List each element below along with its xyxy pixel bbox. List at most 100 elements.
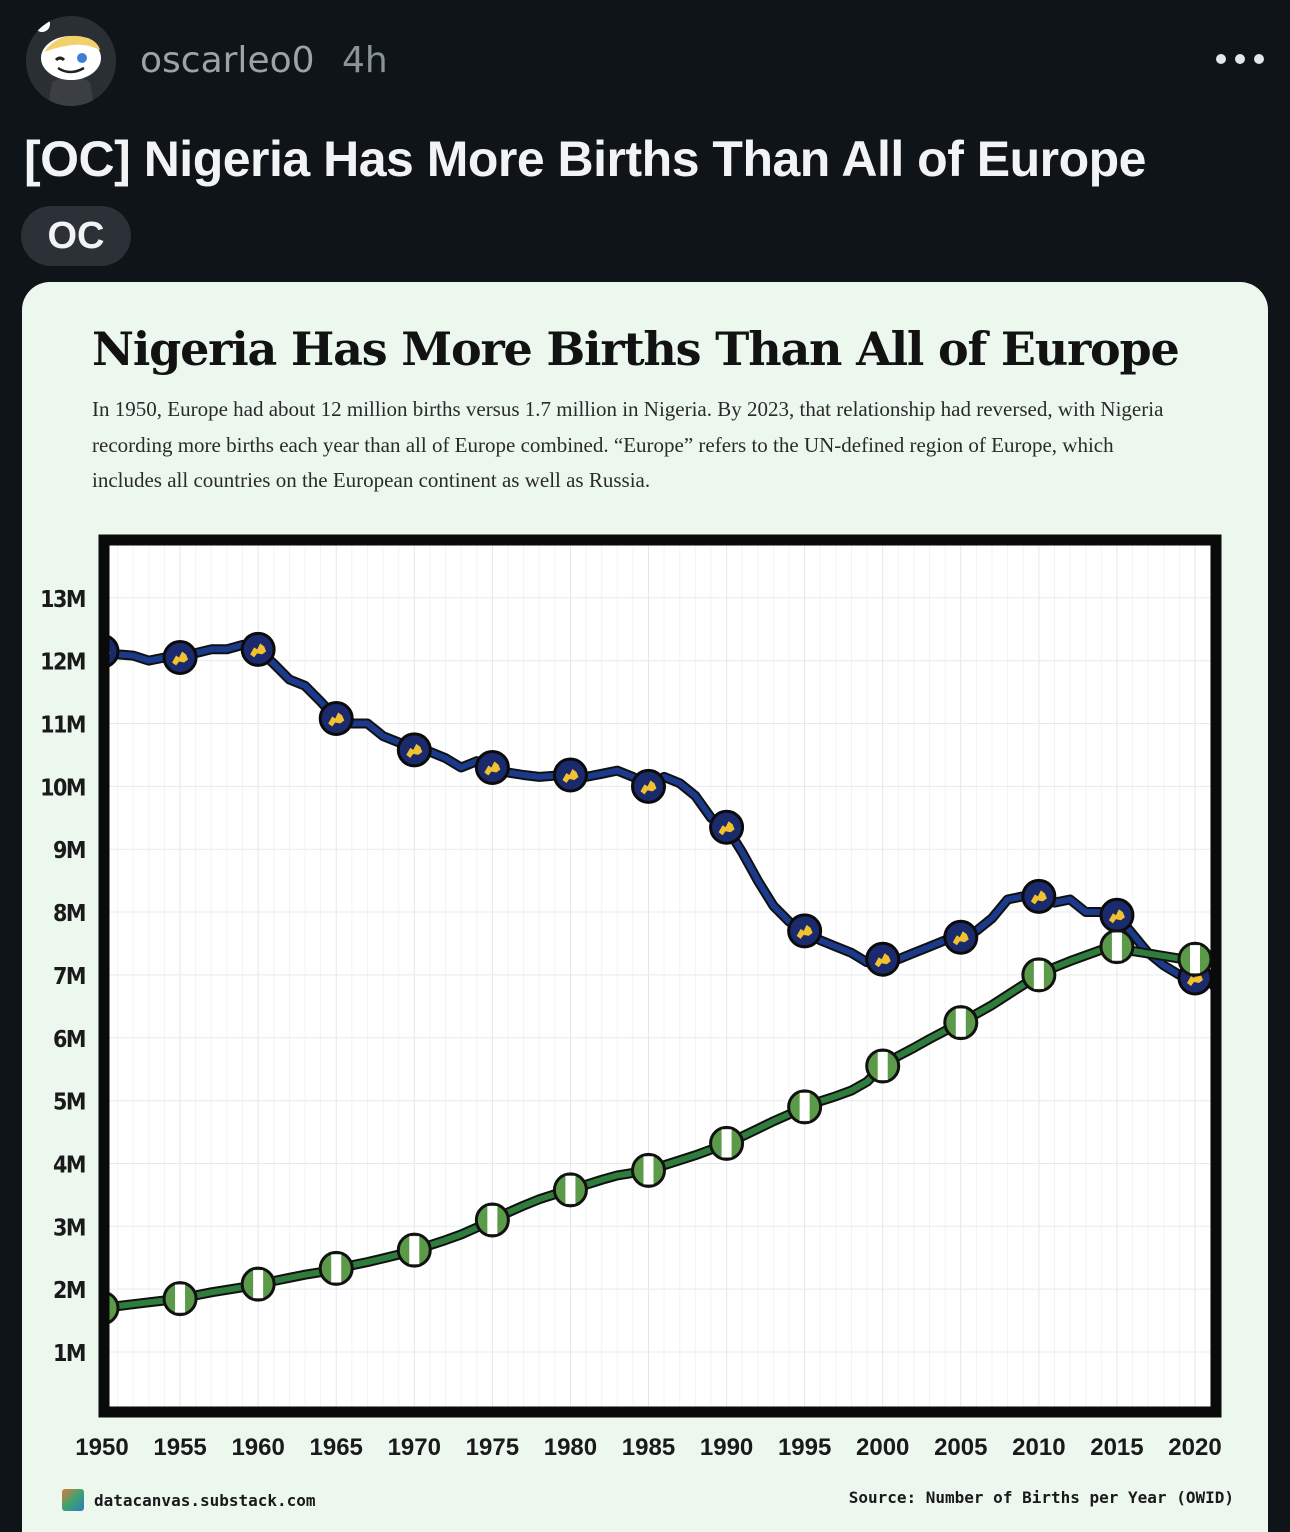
- x-tick-label: 1980: [544, 1434, 597, 1461]
- y-tick-label: 13M: [40, 587, 85, 613]
- nigeria-marker: [865, 1048, 901, 1084]
- nigeria-flag-stripe: [1190, 945, 1200, 974]
- more-options-button[interactable]: [1216, 44, 1264, 74]
- username[interactable]: oscarleo0: [140, 40, 315, 81]
- y-tick-label: 12M: [40, 650, 85, 676]
- eu-map-shape: [1108, 909, 1125, 924]
- x-tick-label: 2010: [1012, 1434, 1065, 1461]
- eu-map-shape: [796, 924, 813, 939]
- eu-map-shape: [640, 780, 657, 795]
- plot-series: [104, 631, 1216, 1326]
- eu-map-shape: [250, 643, 267, 658]
- flair-badge[interactable]: OC: [21, 206, 131, 266]
- eu-map-shape: [874, 953, 891, 968]
- nigeria-marker: [709, 1125, 745, 1161]
- europe-marker: [1099, 897, 1135, 933]
- nigeria-flag-stripe: [175, 1284, 186, 1313]
- nigeria-marker: [396, 1232, 432, 1268]
- x-tick-label: 1970: [388, 1434, 441, 1461]
- post-title[interactable]: [OC] Nigeria Has More Births Than All of…: [24, 131, 1146, 187]
- nigeria-flag-stripe: [877, 1052, 888, 1081]
- post-header: oscarleo0 4h: [0, 0, 1290, 120]
- y-tick-label: 8M: [53, 901, 85, 927]
- x-tick-label: 1985: [622, 1434, 675, 1461]
- nigeria-marker: [474, 1202, 510, 1238]
- nigeria-flag-stripe: [331, 1254, 342, 1283]
- y-tick-label: 10M: [40, 775, 85, 801]
- eu-map-shape: [562, 769, 579, 784]
- nigeria-marker: [943, 1005, 979, 1041]
- snoo-avatar-icon: [26, 16, 116, 106]
- eu-map-shape: [952, 931, 969, 946]
- nigeria-marker: [787, 1089, 823, 1125]
- y-tick-label: 4M: [53, 1152, 85, 1178]
- europe-marker: [474, 749, 510, 785]
- more-horizontal-icon: [1216, 54, 1226, 64]
- y-tick-label: 6M: [53, 1027, 85, 1053]
- footer-site-credit: datacanvas.substack.com: [62, 1488, 316, 1512]
- eu-map-shape: [1030, 890, 1047, 905]
- nigeria-flag-stripe: [1111, 932, 1122, 961]
- europe-marker: [631, 768, 666, 804]
- x-tick-label: 1990: [700, 1434, 753, 1461]
- nigeria-flag-stripe: [799, 1092, 810, 1121]
- x-tick-label: 1975: [466, 1434, 519, 1461]
- post-image-card[interactable]: Nigeria Has More Births Than All of Euro…: [22, 282, 1268, 1532]
- y-tick-label: 3M: [53, 1215, 85, 1241]
- more-dot: [1254, 54, 1264, 64]
- eu-map-shape: [718, 821, 735, 836]
- nigeria-flag-stripe: [643, 1156, 654, 1185]
- nigeria-marker: [1177, 941, 1213, 977]
- nigeria-marker: [552, 1172, 588, 1208]
- y-tick-label: 9M: [53, 838, 85, 864]
- footer-source: Source: Number of Births per Year (OWID): [848, 1488, 1234, 1507]
- x-tick-label: 2015: [1090, 1434, 1143, 1461]
- nigeria-flag-stripe: [487, 1206, 498, 1235]
- plot-frame: [98, 534, 1222, 1418]
- nigeria-flag-stripe: [721, 1129, 732, 1158]
- europe-marker: [1021, 878, 1057, 914]
- more-dot: [1235, 54, 1245, 64]
- x-tick-label: 1965: [310, 1434, 363, 1461]
- eu-map-shape: [484, 761, 501, 776]
- nigeria-marker: [162, 1281, 198, 1317]
- y-tick-label: 5M: [53, 1090, 85, 1116]
- europe-marker: [787, 913, 823, 949]
- x-tick-label: 2000: [856, 1434, 909, 1461]
- x-tick-label: 1960: [231, 1434, 284, 1461]
- europe-marker: [943, 919, 979, 955]
- gridlines: [104, 540, 1216, 1412]
- nigeria-marker: [1099, 929, 1135, 965]
- eu-map-shape: [172, 651, 189, 666]
- datacanvas-logo-icon: [62, 1489, 84, 1511]
- europe-marker: [240, 631, 276, 667]
- nigeria-flag-stripe: [409, 1236, 420, 1265]
- x-tick-label: 2020: [1168, 1434, 1221, 1461]
- y-tick-label: 1M: [53, 1341, 85, 1367]
- x-tick-label: 1950: [75, 1434, 128, 1461]
- eu-map-shape: [406, 743, 423, 758]
- chart-subtitle: In 1950, Europe had about 12 million bir…: [92, 397, 1164, 492]
- nigeria-flag-stripe: [253, 1270, 264, 1299]
- footer-site: datacanvas.substack.com: [94, 1490, 316, 1510]
- y-tick-label: 2M: [53, 1278, 85, 1304]
- europe-marker: [318, 700, 354, 736]
- avatar[interactable]: [26, 16, 116, 106]
- x-tick-label: 1995: [778, 1434, 831, 1461]
- x-tick-label: 2005: [934, 1434, 987, 1461]
- europe-marker: [552, 757, 588, 793]
- eu-map-shape: [328, 712, 345, 727]
- chart-title: Nigeria Has More Births Than All of Euro…: [92, 322, 1180, 376]
- post-time: 4h: [342, 40, 388, 81]
- nigeria-marker: [318, 1250, 354, 1286]
- europe-marker: [709, 809, 745, 845]
- europe-marker: [162, 640, 198, 676]
- line-chart: 1M 2M 3M 4M 5M 6M 7M 8M 9M 10M 11M 12M 13M 1950 1955 19…: [40, 534, 1222, 1461]
- nigeria-flag-stripe: [565, 1175, 576, 1204]
- europe-marker: [396, 732, 432, 768]
- nigeria-flag-stripe: [955, 1008, 966, 1037]
- nigeria-marker: [1021, 957, 1057, 993]
- x-tick-label: 1955: [153, 1434, 206, 1461]
- y-tick-label: 7M: [53, 964, 85, 990]
- y-tick-label: 11M: [40, 713, 85, 739]
